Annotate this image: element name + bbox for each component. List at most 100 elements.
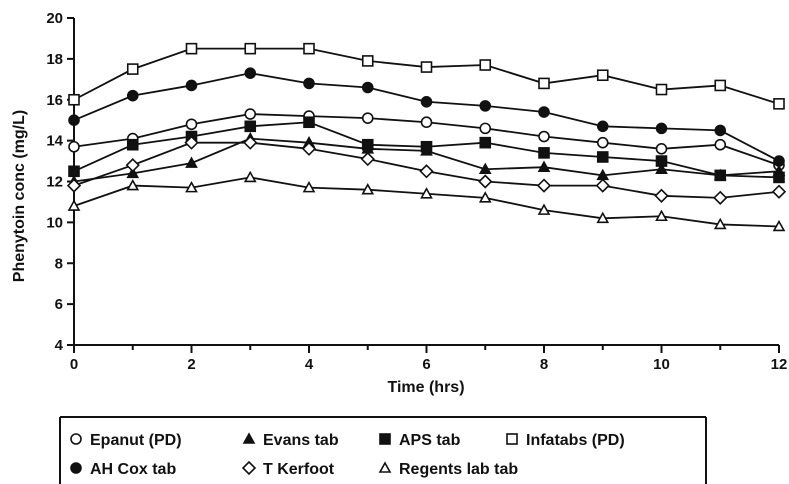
data-point — [714, 169, 727, 182]
data-point — [538, 106, 550, 118]
data-point — [361, 183, 375, 195]
data-point — [302, 180, 316, 193]
y-tick-label: 20 — [46, 10, 63, 27]
x-tick-label: 6 — [422, 356, 430, 373]
data-point — [68, 140, 80, 153]
y-tick-label: 4 — [55, 337, 64, 354]
data-point — [596, 151, 609, 163]
data-point — [714, 138, 727, 151]
data-point — [655, 143, 668, 155]
data-point — [244, 67, 257, 79]
data-point — [773, 98, 785, 110]
data-point — [244, 42, 257, 55]
data-point — [301, 141, 317, 156]
data-point — [303, 42, 315, 55]
y-tick-label: 14 — [46, 133, 63, 150]
data-point — [654, 188, 669, 203]
series-6 — [67, 170, 786, 232]
legend-label: Infatabs (PD) — [526, 432, 625, 449]
data-point — [420, 61, 433, 73]
data-point — [479, 136, 492, 149]
x-tick-label: 10 — [653, 356, 670, 373]
data-point — [419, 164, 434, 179]
data-point — [596, 120, 609, 133]
data-point — [126, 138, 139, 151]
data-point — [68, 165, 80, 178]
y-axis-title: Phenytoin conc (mg/L) — [11, 110, 28, 282]
legend-marker — [379, 433, 391, 445]
y-tick-label: 8 — [55, 255, 63, 272]
series-5 — [66, 135, 787, 205]
legend-marker — [70, 462, 82, 474]
legend-label: T Kerfoot — [263, 461, 335, 478]
data-point — [538, 147, 550, 159]
series-4 — [68, 67, 785, 167]
data-point — [536, 178, 552, 193]
data-point — [479, 59, 492, 71]
legend-label: APS tab — [399, 432, 461, 449]
data-point — [713, 217, 727, 230]
series-3 — [68, 42, 785, 110]
data-point — [714, 79, 727, 92]
data-point — [185, 156, 198, 168]
data-point — [655, 83, 668, 96]
series-line — [73, 47, 780, 105]
x-tick-label: 4 — [305, 356, 314, 373]
x-axis-title: Time (hrs) — [387, 379, 464, 396]
data-point — [126, 178, 140, 191]
data-point — [596, 211, 610, 224]
data-point — [243, 135, 258, 150]
data-point — [66, 178, 82, 193]
data-point — [244, 120, 257, 133]
data-point — [655, 162, 668, 175]
legend-marker — [241, 460, 257, 476]
series-line — [73, 176, 780, 228]
data-point — [243, 170, 257, 183]
data-point — [303, 116, 315, 129]
data-point — [125, 158, 140, 173]
data-point — [596, 136, 609, 149]
data-point — [361, 55, 374, 67]
x-tick-label: 2 — [187, 356, 195, 373]
data-point — [185, 180, 198, 193]
data-point — [185, 118, 198, 131]
axes: 4 6 8 10 12 14 16 18 20 0 2 4 6 8 10 12 — [46, 10, 787, 373]
legend-label: AH Cox tab — [90, 461, 176, 478]
legend: Epanut (PD) Evans tab APS tab Infatabs (PD)… — [59, 416, 707, 484]
data-point — [537, 160, 551, 172]
data-point — [596, 69, 609, 82]
legend-label: Evans tab — [263, 432, 339, 449]
data-point — [126, 63, 139, 75]
series-0 — [68, 108, 785, 171]
legend-marker — [506, 433, 518, 445]
data-point — [478, 174, 493, 189]
legend-label: Regents lab tab — [399, 461, 518, 478]
data-point — [420, 95, 433, 108]
data-point — [420, 187, 433, 199]
data-point — [655, 122, 668, 135]
data-point — [420, 140, 433, 153]
data-point — [538, 77, 550, 90]
data-point — [713, 190, 728, 205]
data-point — [67, 199, 81, 211]
y-tick-label: 6 — [55, 296, 63, 313]
data-point — [772, 219, 786, 232]
data-point — [479, 122, 492, 135]
x-tick-label: 8 — [540, 356, 548, 373]
data-point — [771, 184, 787, 199]
data-point — [773, 171, 785, 184]
data-point — [773, 155, 785, 167]
legend-marker — [378, 461, 392, 473]
data-point — [714, 124, 727, 137]
data-point — [361, 81, 374, 94]
data-point — [361, 138, 374, 151]
y-tick-label: 16 — [46, 92, 63, 109]
series-layer — [66, 42, 787, 232]
data-point — [303, 77, 315, 90]
data-point — [478, 162, 492, 175]
x-tick-label: 12 — [771, 356, 788, 373]
data-point — [184, 135, 199, 150]
data-point — [126, 166, 140, 179]
data-point — [655, 155, 668, 167]
